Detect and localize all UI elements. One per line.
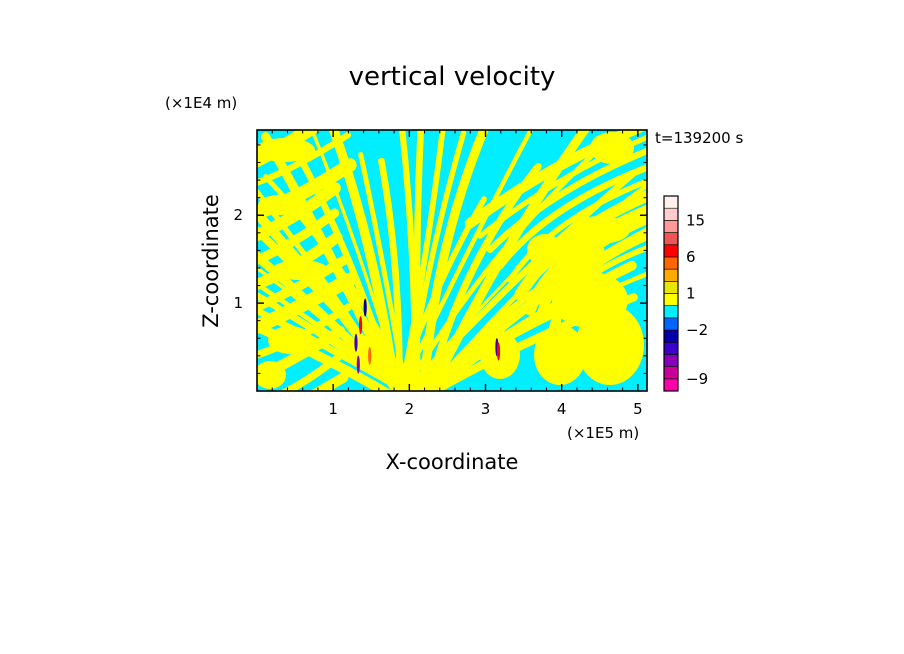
x-axis: 1 2 3 4 5 xyxy=(271,130,643,418)
x-tick-label: 2 xyxy=(405,400,415,418)
positive-blob xyxy=(480,331,520,379)
colorbar-band xyxy=(663,305,679,319)
colorbar-tick-label: −2 xyxy=(686,321,708,339)
y-unit-label: (×1E4 m) xyxy=(165,94,237,112)
colorbar-band xyxy=(663,317,679,331)
positive-band xyxy=(496,163,647,270)
positive-band xyxy=(257,131,352,186)
positive-blob xyxy=(527,234,563,266)
time-label: t=139200 s xyxy=(655,129,743,147)
positive-blob xyxy=(590,132,634,164)
colorbar-band xyxy=(663,207,679,221)
colorbar-band xyxy=(663,354,679,367)
colorbar-band xyxy=(663,220,679,233)
x-tick-label: 5 xyxy=(633,400,643,418)
strong-cell xyxy=(363,298,367,317)
positive-band xyxy=(507,178,647,283)
contour-bands xyxy=(257,130,647,391)
strong-updraft-cells xyxy=(354,298,501,374)
colorbar-band xyxy=(663,232,679,246)
strong-cell xyxy=(359,316,363,335)
x-tick-label: 4 xyxy=(557,400,567,418)
x-tick-label: 3 xyxy=(481,400,491,418)
x-tick-label: 1 xyxy=(328,400,338,418)
contour-blobs xyxy=(257,132,644,389)
colorbar-band xyxy=(663,256,679,270)
y-axis: 12 xyxy=(233,144,647,374)
y-tick-label: 2 xyxy=(233,206,243,224)
positive-band xyxy=(257,272,357,335)
positive-blob xyxy=(257,138,315,162)
y-axis-label: Z-coordinate xyxy=(199,194,223,328)
colorbar-band xyxy=(663,293,679,306)
positive-blob xyxy=(570,216,630,244)
colorbar-tick-label: 15 xyxy=(686,211,705,229)
positive-band xyxy=(309,372,349,391)
colorbar-tick-label: −9 xyxy=(686,370,708,388)
colorbar-frame xyxy=(663,195,679,392)
positive-blob xyxy=(272,260,328,280)
positive-blob xyxy=(576,305,644,385)
positive-band xyxy=(524,204,647,316)
positive-blob xyxy=(257,361,286,389)
positive-band xyxy=(464,130,647,229)
positive-band xyxy=(279,352,344,391)
chart-title: vertical velocity xyxy=(349,62,556,92)
colorbar-tick-label: 1 xyxy=(686,285,696,303)
colorbar-tick-label: 6 xyxy=(686,248,696,266)
positive-blob xyxy=(258,195,302,215)
positive-band xyxy=(257,208,340,266)
positive-band xyxy=(397,130,534,391)
x-axis-label: X-coordinate xyxy=(386,450,519,474)
colorbar-band xyxy=(663,268,679,282)
positive-blob xyxy=(534,325,586,385)
colorbar-band xyxy=(663,366,679,380)
colorbar-band xyxy=(663,244,679,258)
colorbar-band xyxy=(663,329,679,343)
positive-band xyxy=(328,130,401,391)
strong-cell xyxy=(356,355,360,374)
positive-band xyxy=(514,189,647,301)
strong-cell xyxy=(354,333,358,352)
y-tick-label: 1 xyxy=(233,294,243,312)
colorbar-band xyxy=(663,341,679,355)
colorbar-band xyxy=(663,378,679,392)
x-unit-label: (×1E5 m) xyxy=(567,424,639,442)
positive-band xyxy=(413,130,425,391)
colorbar-band xyxy=(663,195,679,209)
strong-cell xyxy=(368,346,372,365)
colorbar: 15 6 1 −2 −9 xyxy=(663,195,708,392)
positive-band xyxy=(257,158,357,221)
positive-band xyxy=(257,255,350,312)
positive-band xyxy=(257,182,341,242)
contour-plot-area xyxy=(257,130,647,391)
strong-cell xyxy=(496,342,501,361)
positive-band xyxy=(378,157,403,391)
colorbar-band xyxy=(663,281,679,294)
plot-frame xyxy=(256,129,648,392)
positive-blob xyxy=(268,326,312,354)
